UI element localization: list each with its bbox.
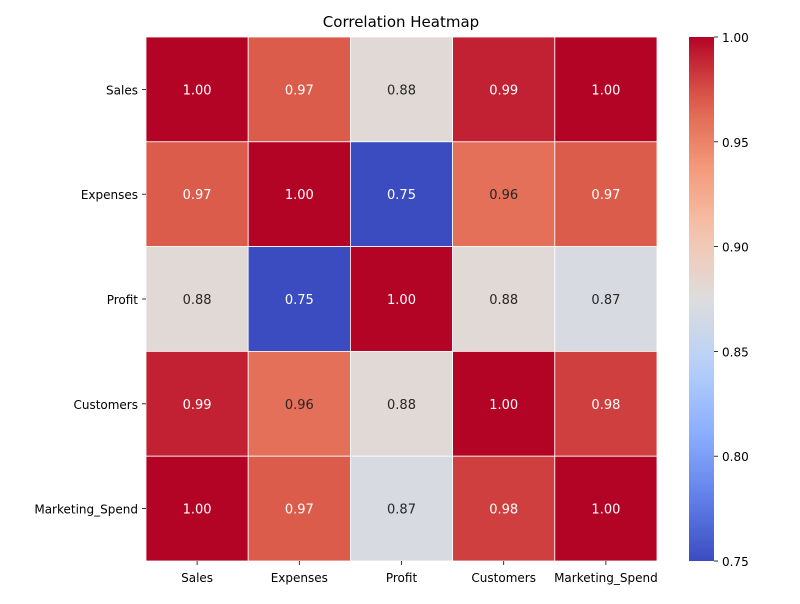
y-tick-label: Expenses — [81, 188, 138, 202]
y-axis: Sales Expenses Profit Customers Marketing_Sp… — [34, 83, 146, 516]
cell-value-label: 0.98 — [591, 398, 620, 413]
cell-value-label: 1.00 — [183, 503, 212, 518]
x-tick-label: Profit — [386, 571, 418, 585]
x-axis: Sales Expenses Profit Customers Marketing_Sp… — [181, 561, 658, 585]
cell-value-label: 0.88 — [387, 83, 416, 98]
cell-value-label: 0.97 — [285, 503, 314, 518]
cell-value-label: 1.00 — [183, 83, 212, 98]
x-tick-label: Expenses — [271, 571, 328, 585]
cell-value-label: 1.00 — [285, 188, 314, 203]
cell-value-label: 0.99 — [183, 398, 212, 413]
cell-value-label: 0.88 — [387, 398, 416, 413]
cell-value-label: 0.75 — [387, 188, 416, 203]
y-tick-label: Customers — [73, 398, 138, 412]
cell-value-label: 1.00 — [591, 83, 620, 98]
cell-value-label: 0.98 — [489, 503, 518, 518]
colorbar-gradient — [689, 37, 714, 561]
colorbar-tick-label: 0.85 — [722, 345, 749, 359]
colorbar-tick-label: 0.80 — [722, 450, 749, 464]
cell-value-label: 0.97 — [183, 188, 212, 203]
cell-value-label: 0.88 — [489, 293, 518, 308]
x-tick-label: Sales — [181, 571, 213, 585]
cell-value-label: 0.97 — [285, 83, 314, 98]
y-tick-label: Marketing_Spend — [34, 503, 138, 517]
cell-value-label: 0.99 — [489, 83, 518, 98]
colorbar-tick-label: 1.00 — [722, 31, 749, 45]
colorbar-tick-label: 0.75 — [722, 555, 749, 569]
x-tick-label: Marketing_Spend — [554, 571, 658, 585]
cell-value-label: 0.87 — [591, 293, 620, 308]
chart-title: Correlation Heatmap — [323, 13, 479, 31]
colorbar-tick-label: 0.90 — [722, 241, 749, 255]
cell-value-label: 0.88 — [183, 293, 212, 308]
cell-value-label: 1.00 — [489, 398, 518, 413]
y-tick-label: Sales — [106, 83, 138, 97]
x-tick-label: Customers — [471, 571, 536, 585]
y-tick-label: Profit — [107, 293, 139, 307]
colorbar-tick-label: 0.95 — [722, 136, 749, 150]
cell-value-label: 0.96 — [489, 188, 518, 203]
cell-value-label: 0.75 — [285, 293, 314, 308]
cell-value-label: 1.00 — [591, 503, 620, 518]
cell-value-label: 0.96 — [285, 398, 314, 413]
cell-value-label: 0.87 — [387, 503, 416, 518]
cell-value-label: 1.00 — [387, 293, 416, 308]
colorbar: 0.75 0.80 0.85 0.90 0.95 1.00 — [689, 31, 749, 569]
cell-value-label: 0.97 — [591, 188, 620, 203]
